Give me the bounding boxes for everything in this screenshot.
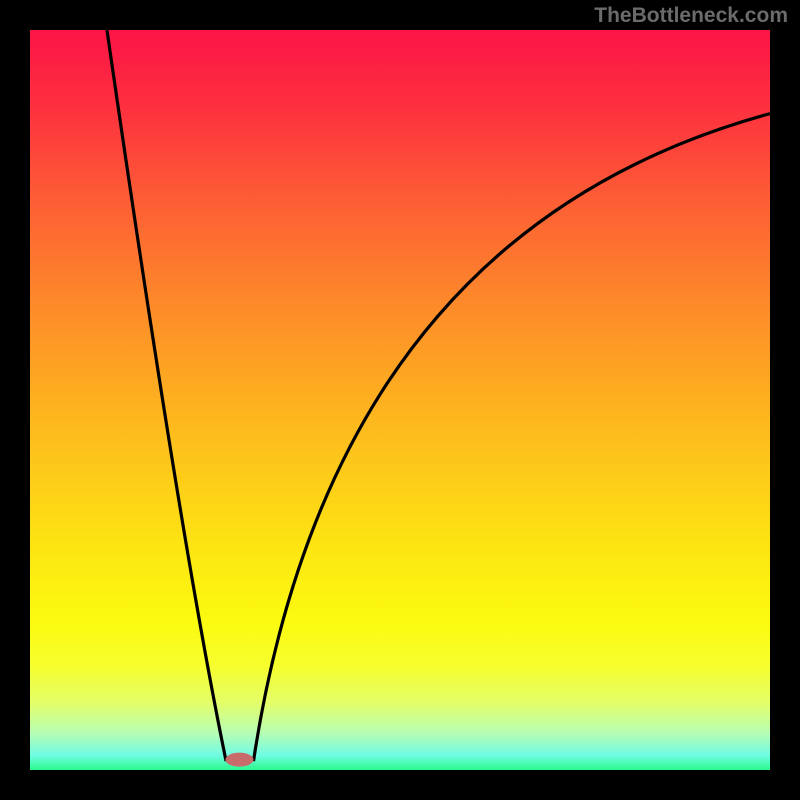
watermark-text: TheBottleneck.com — [594, 4, 788, 28]
plot-background — [30, 30, 770, 770]
optimal-marker — [225, 753, 253, 767]
chart-container: TheBottleneck.com — [0, 0, 800, 800]
bottleneck-chart — [0, 0, 800, 800]
